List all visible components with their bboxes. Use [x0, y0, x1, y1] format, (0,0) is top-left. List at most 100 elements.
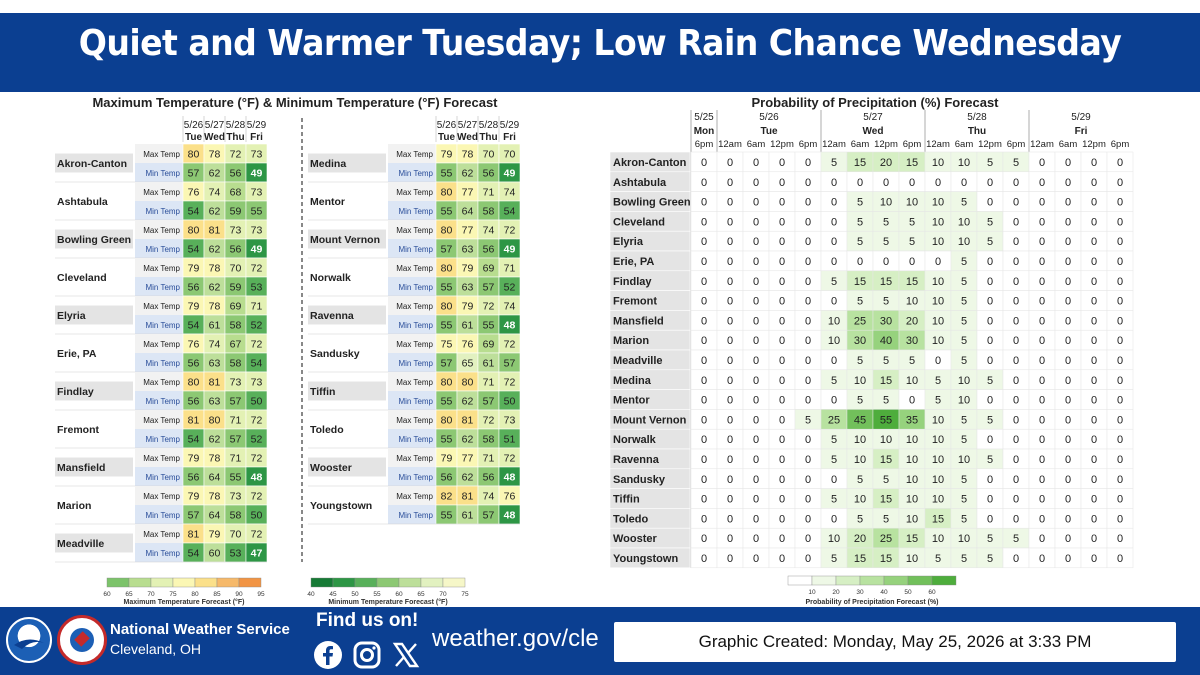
pop-value: 0: [727, 434, 733, 446]
pop-value: 0: [935, 177, 941, 189]
max-temp-value: 79: [209, 529, 221, 541]
pop-value: 10: [906, 454, 918, 466]
pop-value: 10: [906, 494, 918, 506]
min-temp-value: 58: [230, 510, 242, 522]
pop-value: 5: [935, 375, 941, 387]
min-temp-value: 58: [230, 358, 242, 370]
max-temp-tag: Max Temp: [143, 454, 180, 463]
min-temp-value: 61: [462, 510, 474, 522]
pop-value: 10: [932, 434, 944, 446]
pop-day-header: Fri: [1075, 126, 1088, 137]
min-temp-value: 50: [504, 396, 516, 408]
site-name: Akron-Canton: [57, 158, 127, 170]
max-temp-tag-bg: [135, 410, 183, 429]
pop-site-name: Ravenna: [613, 454, 660, 466]
min-temp-value: 56: [483, 472, 495, 484]
min-temp-value: 65: [462, 358, 474, 370]
min-temp-value: 51: [504, 434, 516, 446]
min-temp-value: 55: [230, 472, 242, 484]
instagram-icon[interactable]: [352, 640, 382, 670]
pop-value: 10: [932, 197, 944, 209]
pop-day-header: Mon: [694, 126, 715, 137]
pop-value: 0: [701, 355, 707, 367]
max-temp-value: 81: [188, 415, 200, 427]
pop-value: 5: [961, 355, 967, 367]
pop-value: 0: [727, 395, 733, 407]
max-temp-tag: Max Temp: [143, 530, 180, 539]
pop-value: 0: [805, 533, 811, 545]
pop-value: 0: [805, 513, 811, 525]
max-temp-value: 79: [188, 453, 200, 465]
pop-value: 5: [883, 296, 889, 308]
pop-value: 0: [1091, 197, 1097, 209]
site-name: Tiffin: [310, 386, 335, 398]
min-temp-value: 64: [209, 472, 221, 484]
pop-time-header: 6pm: [695, 139, 714, 150]
pop-value: 0: [1039, 177, 1045, 189]
max-temp-tag: Max Temp: [396, 454, 433, 463]
temperature-title: Maximum Temperature (°F) & Minimum Tempe…: [92, 95, 498, 110]
pop-value: 0: [987, 197, 993, 209]
pop-time-header: 12pm: [770, 139, 794, 150]
website-link[interactable]: weather.gov/cle: [432, 625, 599, 652]
pop-value: 5: [987, 454, 993, 466]
pop-site-bg: [609, 547, 691, 569]
max-temp-value: 74: [483, 225, 495, 237]
pop-value: 0: [779, 434, 785, 446]
min-legend-tick: 55: [373, 591, 381, 598]
pop-value: 0: [1117, 197, 1123, 209]
min-temp-value: 56: [230, 244, 242, 256]
max-temp-value: 80: [209, 415, 221, 427]
pop-value: 0: [727, 474, 733, 486]
pop-value: 0: [831, 256, 837, 268]
pop-site-name: Meadville: [613, 355, 663, 367]
max-temp-value: 81: [209, 377, 221, 389]
min-temp-value: 54: [188, 206, 200, 218]
pop-value: 0: [831, 355, 837, 367]
pop-day-header: Thu: [968, 126, 986, 137]
pop-value: 0: [831, 474, 837, 486]
pop-value: 0: [1117, 395, 1123, 407]
pop-value: 10: [932, 157, 944, 169]
pop-value: 5: [883, 395, 889, 407]
pop-value: 0: [779, 276, 785, 288]
min-temp-tag-bg: [388, 239, 436, 258]
min-temp-tag: Min Temp: [145, 207, 180, 216]
pop-value: 25: [880, 533, 892, 545]
pop-value: 10: [958, 216, 970, 228]
pop-value: 0: [1091, 553, 1097, 565]
temp-day-header: Tue: [438, 132, 455, 143]
max-temp-value: 79: [188, 263, 200, 275]
pop-value: 5: [987, 236, 993, 248]
pop-value: 10: [828, 533, 840, 545]
pop-value: 0: [779, 494, 785, 506]
max-temp-value: 78: [209, 453, 221, 465]
pop-value: 0: [987, 395, 993, 407]
max-temp-value: 73: [230, 491, 242, 503]
min-temp-value: 64: [209, 510, 221, 522]
max-temp-value: 72: [251, 415, 263, 427]
max-temp-tag-bg: [388, 486, 436, 505]
max-temp-tag-bg: [135, 258, 183, 277]
office-name: Cleveland, OH: [110, 641, 202, 657]
min-temp-value: 56: [188, 472, 200, 484]
pop-value: 0: [883, 256, 889, 268]
max-temp-value: 81: [462, 491, 474, 503]
site-label-bg: [308, 305, 386, 325]
x-icon[interactable]: [391, 640, 421, 670]
pop-date-header: 5/25: [694, 112, 714, 123]
pop-value: 10: [854, 375, 866, 387]
pop-value: 5: [961, 494, 967, 506]
pop-value: 5: [883, 216, 889, 228]
pop-value: 0: [1065, 256, 1071, 268]
precipitation-panel: Probability of Precipitation (%) Forecas…: [605, 92, 1145, 607]
pop-value: 0: [753, 395, 759, 407]
pop-value: 0: [1039, 335, 1045, 347]
facebook-icon[interactable]: [313, 640, 343, 670]
pop-value: 5: [883, 236, 889, 248]
site-name: Ashtabula: [57, 196, 108, 208]
pop-value: 0: [987, 513, 993, 525]
min-temp-tag: Min Temp: [145, 435, 180, 444]
pop-value: 0: [701, 157, 707, 169]
max-temp-value: 72: [230, 149, 242, 161]
